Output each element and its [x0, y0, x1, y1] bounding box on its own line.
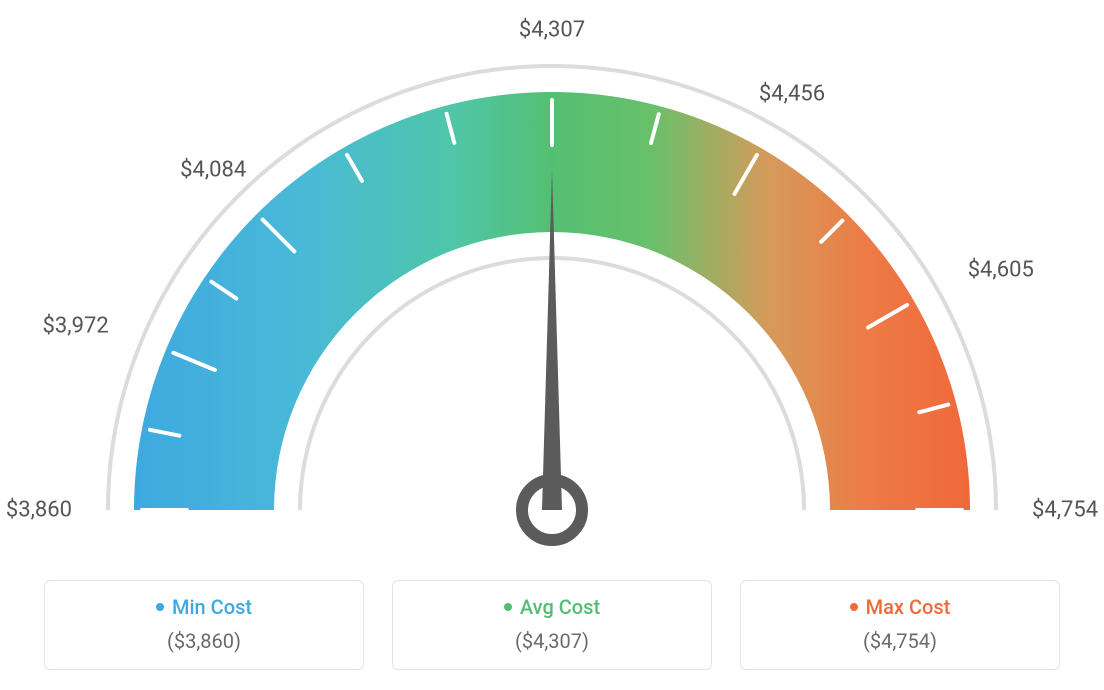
legend-card-avg: Avg Cost ($4,307) [392, 580, 712, 670]
legend-value-max: ($4,754) [751, 629, 1049, 653]
legend-title-max: Max Cost [850, 595, 951, 619]
gauge-tick-label: $4,754 [1032, 498, 1098, 523]
gauge-chart: $3,860 $3,972 $4,084 $4,307 $4,456 $4,605 $4,7… [0, 0, 1104, 560]
legend-value-avg: ($4,307) [403, 629, 701, 653]
gauge-tick-label: $4,456 [759, 82, 825, 107]
legend-title-min: Min Cost [156, 595, 252, 619]
gauge-tick-label: $3,972 [43, 313, 109, 338]
legend-row: Min Cost ($3,860) Avg Cost ($4,307) Max … [0, 580, 1104, 670]
dot-icon [504, 603, 512, 611]
gauge-tick-label: $4,307 [519, 18, 585, 43]
gauge-tick-label: $4,605 [968, 258, 1034, 283]
legend-card-max: Max Cost ($4,754) [740, 580, 1060, 670]
dot-icon [156, 603, 164, 611]
gauge-svg [52, 30, 1052, 570]
gauge-tick-label: $3,860 [6, 498, 72, 523]
legend-title-text: Avg Cost [520, 595, 600, 619]
legend-title-text: Min Cost [172, 595, 252, 619]
legend-title-text: Max Cost [866, 595, 951, 619]
legend-title-avg: Avg Cost [504, 595, 600, 619]
gauge-tick-label: $4,084 [180, 157, 246, 182]
dot-icon [850, 603, 858, 611]
legend-value-min: ($3,860) [55, 629, 353, 653]
legend-card-min: Min Cost ($3,860) [44, 580, 364, 670]
